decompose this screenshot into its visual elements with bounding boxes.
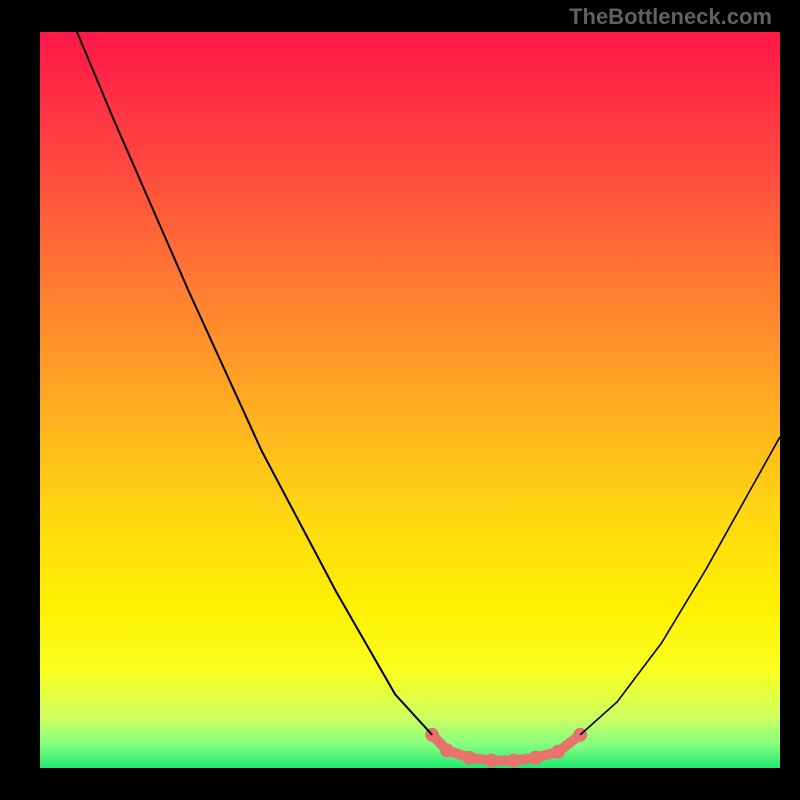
plot-area: [40, 32, 780, 768]
plot-svg: [40, 32, 780, 768]
valley-marker: [484, 754, 498, 768]
frame-bottom: [0, 768, 800, 800]
valley-marker: [440, 743, 454, 757]
valley-marker: [529, 751, 543, 765]
gradient-background: [40, 32, 780, 768]
valley-marker: [507, 754, 521, 768]
valley-marker: [551, 745, 565, 759]
watermark-text: TheBottleneck.com: [569, 4, 772, 30]
frame-left: [0, 0, 40, 800]
frame-right: [780, 0, 800, 800]
valley-marker: [462, 751, 476, 765]
chart-root: TheBottleneck.com: [0, 0, 800, 800]
